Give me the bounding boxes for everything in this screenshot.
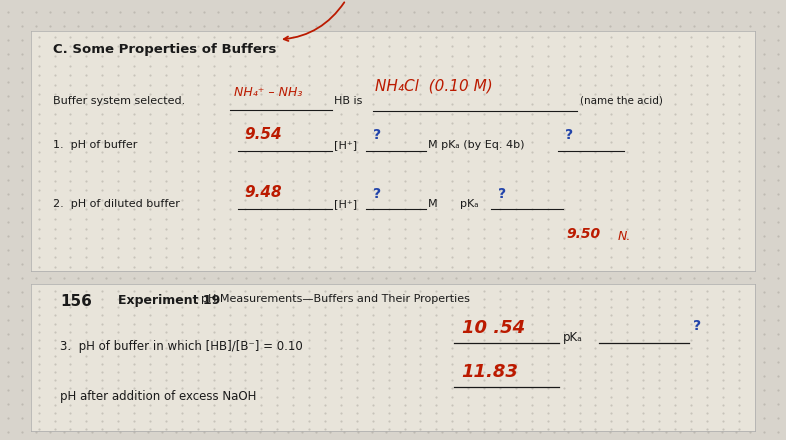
Text: NH₄Cl  (0.10 M): NH₄Cl (0.10 M) (375, 79, 493, 94)
Text: pKₐ: pKₐ (460, 198, 478, 209)
Text: 11.83: 11.83 (461, 363, 519, 381)
Text: Buffer system selected.: Buffer system selected. (53, 95, 185, 106)
Text: 9.48: 9.48 (244, 186, 282, 201)
Text: 3.  pH of buffer in which [HB]/[B⁻] = 0.10: 3. pH of buffer in which [HB]/[B⁻] = 0.1… (61, 340, 303, 353)
Text: ?: ? (498, 187, 506, 201)
Text: [H⁺]: [H⁺] (334, 198, 357, 209)
Text: NH₄⁺ – NH₃: NH₄⁺ – NH₃ (234, 86, 303, 99)
Text: M: M (428, 198, 437, 209)
Text: M pKₐ (by Eq. 4b): M pKₐ (by Eq. 4b) (428, 140, 524, 150)
Text: pH after addition of excess NaOH: pH after addition of excess NaOH (61, 390, 257, 403)
Text: 9.54: 9.54 (244, 127, 282, 142)
Text: ?: ? (565, 128, 573, 142)
Text: HB is: HB is (334, 95, 362, 106)
Text: 10 .54: 10 .54 (461, 319, 525, 337)
Text: pH Measurements—Buffers and Their Properties: pH Measurements—Buffers and Their Proper… (201, 294, 470, 304)
Text: 2.  pH of diluted buffer: 2. pH of diluted buffer (53, 198, 180, 209)
Text: 156: 156 (61, 294, 92, 309)
Text: N.: N. (617, 230, 630, 243)
Text: [H⁺]: [H⁺] (334, 140, 357, 150)
Text: 9.50: 9.50 (567, 227, 601, 242)
Text: Experiment 19: Experiment 19 (118, 294, 220, 307)
Text: pKₐ: pKₐ (563, 331, 582, 344)
Text: C. Some Properties of Buffers: C. Some Properties of Buffers (53, 43, 277, 56)
Text: ?: ? (373, 187, 381, 201)
Text: 1.  pH of buffer: 1. pH of buffer (53, 140, 138, 150)
Text: ?: ? (693, 319, 701, 333)
Text: ?: ? (373, 128, 381, 142)
Text: (name the acid): (name the acid) (579, 95, 663, 106)
